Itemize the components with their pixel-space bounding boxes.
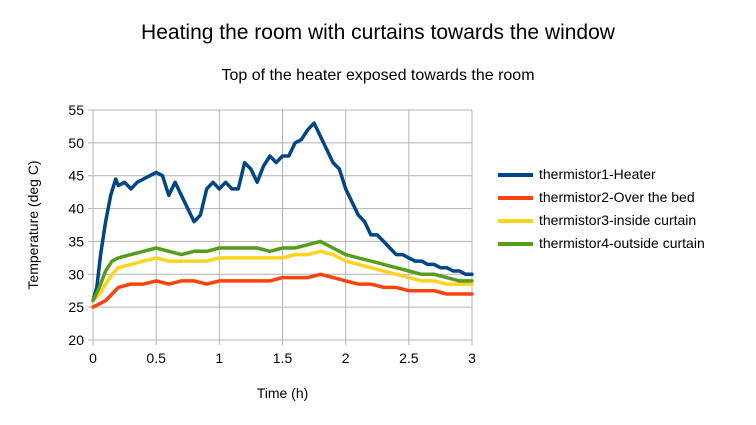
- chart-subtitle: Top of the heater exposed towards the ro…: [221, 67, 535, 84]
- x-tick-label: 3: [468, 350, 476, 366]
- chart-title: Heating the room with curtains towards t…: [141, 21, 615, 44]
- legend-swatch: [498, 219, 533, 223]
- legend-swatch: [498, 173, 533, 177]
- x-axis-title: Time (h): [257, 385, 309, 401]
- x-tick-label: 0.5: [146, 350, 166, 366]
- legend-swatch: [498, 242, 533, 246]
- y-tick-label: 55: [68, 102, 84, 118]
- y-tick-label: 20: [68, 332, 84, 348]
- y-tick-label: 30: [68, 266, 84, 282]
- series-line: [91, 121, 474, 303]
- legend-swatch: [498, 196, 533, 200]
- legend-label: thermistor1-Heater: [539, 166, 656, 182]
- y-tick-label: 50: [68, 135, 84, 151]
- y-tick-label: 45: [68, 168, 84, 184]
- x-tick-label: 2.5: [399, 350, 419, 366]
- legend-label: thermistor2-Over the bed: [539, 189, 695, 205]
- legend-label: thermistor3-inside curtain: [539, 212, 697, 228]
- x-tick-label: 2: [342, 350, 350, 366]
- y-tick-label: 40: [68, 201, 84, 217]
- x-tick-label: 1: [215, 350, 223, 366]
- legend-label: thermistor4-outside curtain: [539, 235, 705, 251]
- y-tick-label: 25: [68, 299, 84, 315]
- x-tick-label: 0: [89, 350, 97, 366]
- series-line: [91, 249, 474, 303]
- x-tick-label: 1.5: [273, 350, 293, 366]
- series-line: [91, 239, 474, 303]
- y-axis-title: Temperature (deg C): [25, 160, 41, 289]
- series-line: [91, 272, 474, 309]
- y-tick-label: 35: [68, 233, 84, 249]
